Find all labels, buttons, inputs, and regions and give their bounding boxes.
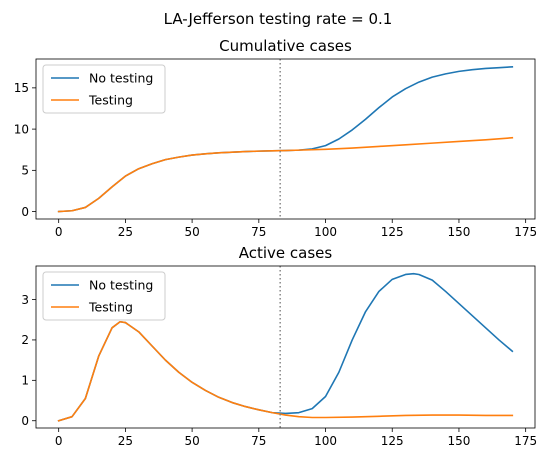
- x-tick-label: 75: [251, 434, 266, 448]
- y-tick-label: 15: [14, 81, 29, 95]
- legend-box: [42, 271, 166, 321]
- legend-label: Testing: [88, 300, 133, 315]
- legend-box: [42, 64, 166, 114]
- y-tick-label: 0: [21, 205, 29, 219]
- x-tick-label: 125: [381, 225, 404, 239]
- x-tick-label: 175: [514, 225, 537, 239]
- y-tick-label: 3: [21, 293, 29, 307]
- chart-title: Active cases: [239, 244, 333, 262]
- x-tick-label: 0: [55, 225, 63, 239]
- x-tick-label: 125: [381, 434, 404, 448]
- x-tick-label: 100: [314, 434, 337, 448]
- legend-label: No testing: [89, 278, 153, 293]
- x-tick-label: 25: [118, 225, 133, 239]
- chart-title: Cumulative cases: [219, 37, 352, 55]
- x-tick-label: 150: [447, 434, 470, 448]
- axes-frame: [35, 265, 536, 429]
- y-tick-label: 10: [14, 122, 29, 136]
- x-tick-label: 0: [55, 434, 63, 448]
- x-tick-label: 50: [184, 434, 199, 448]
- cumulative-cases-chart: Cumulative cases 0 25 50 75 100 125 150 175 0 5 10 1…: [14, 37, 537, 239]
- series-line-testing: [57, 320, 514, 422]
- x-tick-label: 175: [514, 434, 537, 448]
- y-tick-label: 0: [21, 414, 29, 428]
- x-tick-label: 75: [251, 225, 266, 239]
- x-tick-label: 50: [184, 225, 199, 239]
- axes-frame: [35, 58, 536, 220]
- active-cases-chart: Active cases 0 25 50 75 100 125 150 175 0 1 2 3 No te…: [21, 244, 537, 448]
- legend-label: Testing: [88, 93, 133, 108]
- y-tick-label: 1: [21, 374, 29, 388]
- series-line-testing: [57, 136, 514, 213]
- figure-suptitle: LA-Jefferson testing rate = 0.1: [164, 10, 393, 28]
- legend-label: No testing: [89, 71, 153, 86]
- x-tick-label: 150: [447, 225, 470, 239]
- y-tick-label: 2: [21, 333, 29, 347]
- x-tick-label: 25: [118, 434, 133, 448]
- x-tick-label: 100: [314, 225, 337, 239]
- y-tick-label: 5: [21, 164, 29, 178]
